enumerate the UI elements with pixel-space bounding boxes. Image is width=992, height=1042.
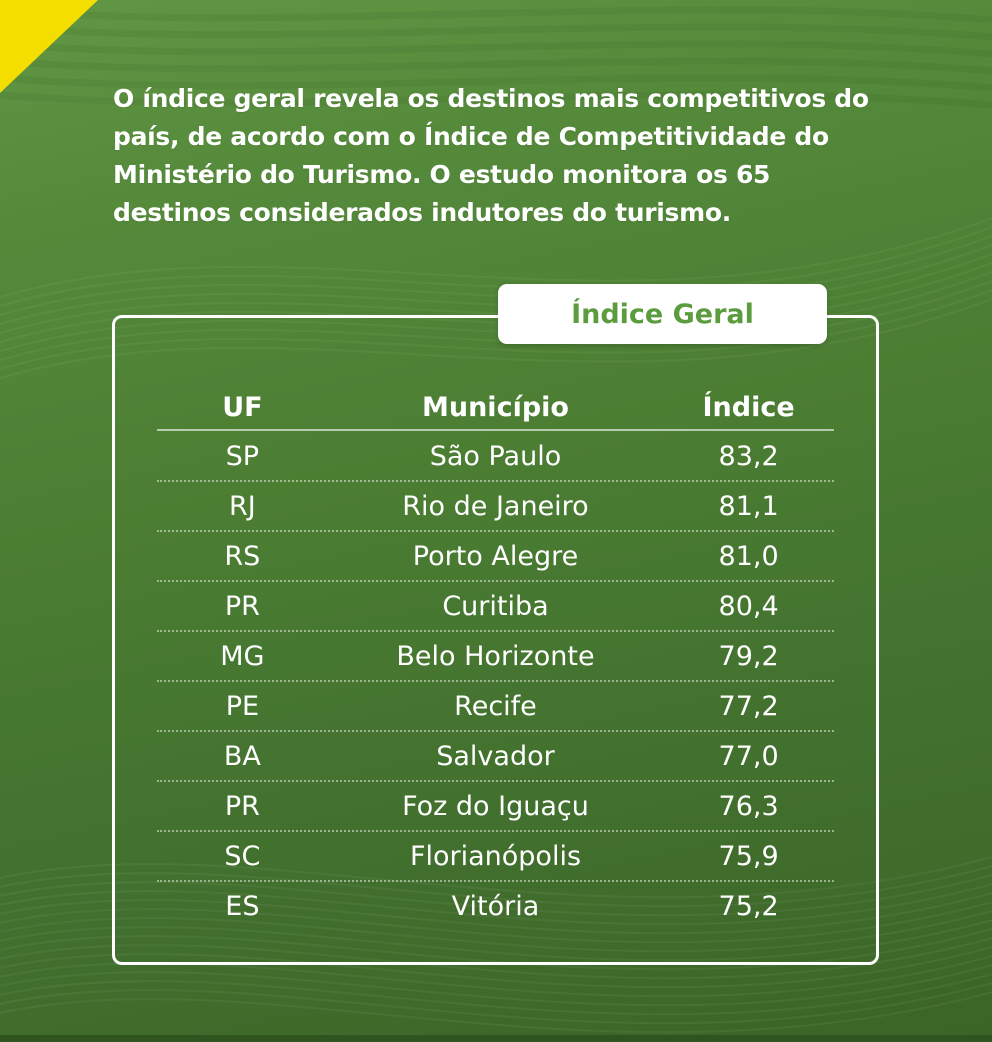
cell-indice: 75,9: [718, 840, 779, 872]
ranking-table: UF Município Índice SP São Paulo 83,2 RJ…: [112, 315, 879, 931]
cell-indice: 77,0: [718, 740, 779, 772]
table-body: SP São Paulo 83,2 RJ Rio de Janeiro 81,1…: [112, 431, 879, 931]
cell-municipio: Porto Alegre: [412, 540, 579, 572]
cell-indice: 79,2: [718, 640, 779, 672]
cell-uf: PR: [224, 590, 260, 622]
table-row: SC Florianópolis 75,9: [112, 830, 879, 881]
cell-indice: 75,2: [718, 890, 779, 922]
cell-municipio: Salvador: [436, 740, 555, 772]
table-row: SP São Paulo 83,2: [112, 431, 879, 481]
intro-line: O índice geral revela os destinos mais c…: [113, 84, 869, 113]
cell-municipio: Florianópolis: [409, 840, 582, 872]
table-row: RS Porto Alegre 81,0: [112, 530, 879, 581]
bottom-edge-bar: [0, 1035, 992, 1042]
cell-uf: SP: [225, 440, 260, 472]
cell-indice: 76,3: [718, 790, 779, 822]
cell-municipio: Foz do Iguaçu: [402, 790, 589, 822]
cell-indice: 77,2: [718, 690, 779, 722]
intro-line: destinos considerados indutores do turis…: [113, 198, 731, 227]
cell-municipio: Rio de Janeiro: [402, 490, 589, 522]
column-header-uf: UF: [222, 391, 263, 423]
cell-uf: BA: [223, 740, 261, 772]
cell-municipio: Recife: [454, 690, 537, 722]
cell-indice: 80,4: [718, 590, 779, 622]
cell-uf: SC: [224, 840, 261, 872]
cell-uf: ES: [225, 890, 260, 922]
cell-municipio: Belo Horizonte: [396, 640, 595, 672]
table-row: PE Recife 77,2: [112, 680, 879, 731]
cell-indice: 83,2: [718, 440, 779, 472]
cell-indice: 81,0: [718, 540, 779, 572]
column-header-municipio: Município: [422, 391, 569, 423]
table-row: PR Foz do Iguaçu 76,3: [112, 780, 879, 831]
table-row: RJ Rio de Janeiro 81,1: [112, 480, 879, 531]
table-title-badge: Índice Geral: [498, 284, 827, 344]
table-row: BA Salvador 77,0: [112, 730, 879, 781]
table-card: [112, 315, 879, 965]
cell-municipio: Curitiba: [442, 590, 549, 622]
intro-paragraph: O índice geral revela os destinos mais c…: [113, 80, 913, 232]
cell-indice: 81,1: [718, 490, 779, 522]
table-row: PR Curitiba 80,4: [112, 580, 879, 631]
header-divider: [157, 429, 834, 431]
cell-uf: PE: [225, 690, 260, 722]
column-header-indice: Índice: [702, 391, 795, 423]
table-row: ES Vitória 75,2: [112, 880, 879, 931]
cell-municipio: São Paulo: [429, 440, 562, 472]
cell-municipio: Vitória: [451, 890, 540, 922]
cell-uf: MG: [220, 640, 265, 672]
cell-uf: RJ: [229, 490, 256, 522]
cell-uf: RS: [224, 540, 261, 572]
corner-accent-triangle: [0, 0, 98, 93]
intro-line: Ministério do Turismo. O estudo monitora…: [113, 160, 771, 189]
table-title: Índice Geral: [571, 298, 754, 330]
table-header-row: UF Município Índice: [112, 385, 879, 429]
cell-uf: PR: [224, 790, 260, 822]
table-row: MG Belo Horizonte 79,2: [112, 630, 879, 681]
intro-line: país, de acordo com o Índice de Competit…: [113, 122, 829, 151]
